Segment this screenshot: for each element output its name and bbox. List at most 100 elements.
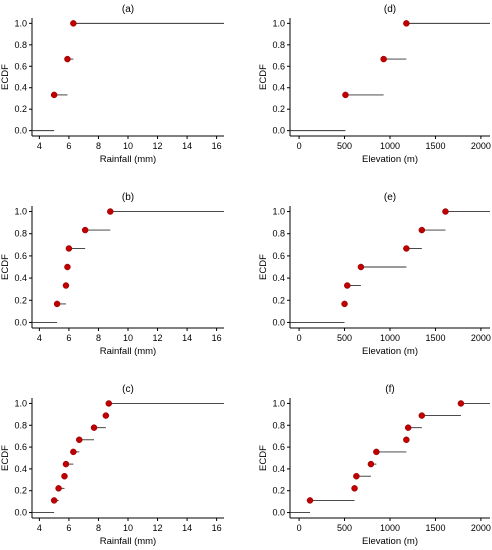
x-tick-label: 8	[96, 523, 101, 533]
panel-title: (a)	[122, 4, 134, 15]
x-tick-label: 500	[337, 523, 352, 533]
x-tick-label: 12	[153, 141, 163, 151]
y-tick-label: 0.8	[272, 229, 285, 239]
y-tick-label: 0.4	[14, 83, 27, 93]
x-axis-label: Elevation (m)	[362, 346, 418, 357]
ecdf-point	[380, 55, 387, 63]
x-tick-label: 10	[123, 523, 133, 533]
y-tick-label: 0.0	[14, 126, 27, 136]
ecdf-point	[81, 226, 89, 234]
ecdf-point	[403, 20, 410, 27]
x-tick-label: 6	[66, 333, 71, 343]
y-tick-label: 0.6	[272, 251, 285, 261]
x-tick-label: 12	[153, 333, 163, 343]
y-tick-label: 0.8	[272, 40, 285, 50]
y-tick-label: 0.2	[14, 295, 27, 305]
ecdf-point	[50, 91, 58, 99]
y-axis-label: ECDF	[0, 254, 11, 280]
x-tick-label: 10	[123, 333, 133, 343]
y-tick-label: 0.8	[14, 420, 27, 430]
y-tick-label: 0.4	[272, 464, 285, 474]
x-tick-label: 4	[37, 333, 42, 343]
y-tick-label: 1.0	[14, 207, 27, 217]
x-tick-label: 500	[337, 141, 352, 151]
x-tick-label: 14	[182, 141, 192, 151]
y-tick-label: 1.0	[272, 207, 285, 217]
x-tick-label: 4	[37, 523, 42, 533]
y-tick-label: 0.6	[14, 61, 27, 71]
ecdf-point	[62, 460, 70, 468]
ecdf-point	[53, 300, 61, 308]
ecdf-point	[403, 436, 410, 444]
y-axis-label: ECDF	[0, 64, 11, 90]
panel-d: (d) 0.0 0.2 0.4 0.6 0.8 1.0 0 500 1000 1500 2000 Ele…	[258, 4, 491, 165]
x-tick-label: 1500	[425, 141, 445, 151]
x-axis-label: Rainfall (mm)	[100, 346, 156, 357]
y-tick-label: 0.4	[272, 273, 285, 283]
x-tick-label: 1000	[380, 523, 400, 533]
ecdf-point	[341, 300, 348, 308]
y-tick-label: 0.6	[14, 442, 27, 452]
panel-f: (f) 0.0 0.2 0.4 0.6 0.8 1.0 0 500 1000 1500 2000 Ele…	[258, 384, 491, 547]
y-tick-label: 0.6	[272, 442, 285, 452]
ecdf-point	[65, 245, 73, 252]
y-tick-label: 0.8	[272, 420, 285, 430]
x-axis-label: Elevation (m)	[362, 154, 418, 165]
panel-a: (a) 0.0 0.2 0.4 0.6 0.8 1.0 4 6 8 10 12 14 16 Rainfall…	[0, 4, 224, 165]
y-tick-label: 0.4	[14, 464, 27, 474]
ecdf-point	[342, 91, 349, 99]
x-tick-label: 1500	[425, 333, 445, 343]
x-tick-label: 12	[153, 523, 163, 533]
panel-b: (b) 0.0 0.2 0.4 0.6 0.8 1.0 4 6 8 10 12 14 16 Rainfall…	[0, 192, 224, 357]
y-tick-label: 0.2	[272, 486, 285, 496]
ecdf-point	[357, 263, 365, 271]
x-tick-label: 0	[297, 333, 302, 343]
y-tick-label: 0.2	[272, 104, 285, 114]
ecdf-point	[403, 245, 410, 252]
x-tick-label: 14	[182, 523, 192, 533]
x-tick-label: 1500	[425, 523, 445, 533]
x-tick-label: 8	[96, 333, 101, 343]
ecdf-point	[442, 208, 449, 215]
panel-title: (d)	[384, 4, 396, 15]
y-tick-label: 0.2	[14, 104, 27, 114]
x-tick-label: 4	[37, 141, 42, 151]
x-tick-label: 6	[66, 141, 71, 151]
x-axis-label: Rainfall (mm)	[100, 536, 156, 547]
panel-c: (c) 0.0 0.2 0.4 0.6 0.8 1.0 4 6 8 10 12 14 16 Rainfall…	[0, 384, 224, 547]
ecdf-point	[61, 472, 68, 480]
ecdf-point	[367, 460, 375, 468]
panel-title: (b)	[122, 192, 134, 203]
ecdf-point	[62, 282, 70, 289]
x-tick-label: 10	[123, 141, 133, 151]
ecdf-point	[404, 424, 412, 431]
ecdf-point	[107, 208, 114, 215]
panel-title: (c)	[122, 384, 134, 395]
ecdf-point	[457, 400, 465, 407]
x-tick-label: 1000	[380, 141, 400, 151]
x-tick-label: 16	[212, 141, 222, 151]
y-tick-label: 0.0	[14, 508, 27, 518]
x-tick-label: 16	[212, 523, 222, 533]
ecdf-point	[64, 55, 71, 63]
x-axis-label: Elevation (m)	[362, 536, 418, 547]
x-tick-label: 2000	[471, 333, 491, 343]
y-tick-label: 0.6	[14, 251, 27, 261]
panel-title: (e)	[384, 192, 396, 203]
ecdf-point	[70, 20, 77, 27]
y-axis-label: ECDF	[0, 445, 11, 471]
y-tick-label: 0.4	[272, 83, 285, 93]
y-tick-label: 1.0	[272, 398, 285, 408]
x-tick-label: 6	[66, 523, 71, 533]
y-tick-label: 1.0	[272, 18, 285, 28]
ecdf-point	[55, 485, 62, 492]
y-tick-label: 0.6	[272, 61, 285, 71]
ecdf-point	[344, 282, 351, 289]
x-tick-label: 14	[182, 333, 192, 343]
y-tick-label: 0.8	[14, 40, 27, 50]
y-tick-label: 0.0	[272, 126, 285, 136]
ecdf-point	[64, 263, 71, 271]
x-tick-label: 16	[212, 333, 222, 343]
y-tick-label: 0.2	[14, 486, 27, 496]
ecdf-point	[373, 448, 380, 456]
